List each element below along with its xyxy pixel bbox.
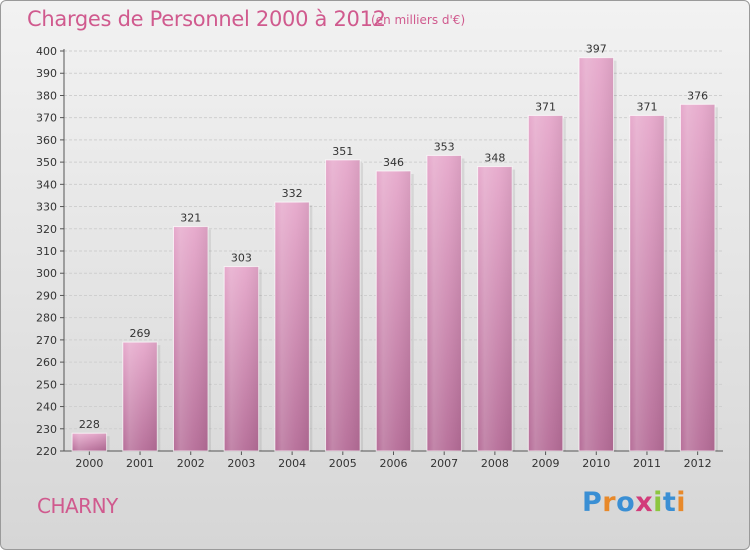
bar-layer xyxy=(71,57,718,452)
y-tick-label: 340 xyxy=(36,178,57,191)
y-tick-label: 390 xyxy=(36,67,57,80)
y-tick-label: 270 xyxy=(36,334,57,347)
value-label: 228 xyxy=(79,418,100,431)
y-tick-label: 260 xyxy=(36,356,57,369)
x-tick-label: 2002 xyxy=(177,457,205,470)
x-tick-label: 2001 xyxy=(126,457,154,470)
bar-shine xyxy=(274,202,310,451)
value-label: 371 xyxy=(636,100,657,113)
bar-shine xyxy=(629,115,665,451)
y-tick-label: 400 xyxy=(36,45,57,58)
bar-shine xyxy=(224,266,259,451)
value-label: 332 xyxy=(282,187,303,200)
x-tick-label: 2011 xyxy=(633,457,661,470)
bar-shine xyxy=(72,433,107,451)
value-label: 376 xyxy=(687,89,708,102)
x-tick-label: 2012 xyxy=(684,457,712,470)
y-tick-label: 330 xyxy=(36,201,57,214)
x-tick-label: 2006 xyxy=(380,457,408,470)
proxiti-logo: Proxiti xyxy=(582,487,686,518)
commune-name: CHARNY xyxy=(37,494,118,518)
value-label: 351 xyxy=(332,145,353,158)
bar-shine xyxy=(579,57,614,452)
value-label: 269 xyxy=(130,327,151,340)
bar-shine xyxy=(680,104,715,451)
logo-letter: o xyxy=(616,487,636,518)
y-tick-label: 290 xyxy=(36,289,57,302)
bar-shine xyxy=(122,342,158,451)
y-tick-label: 310 xyxy=(36,245,57,258)
x-tick-label: 2003 xyxy=(227,457,255,470)
logo-letter: t xyxy=(662,487,677,518)
bar-shine xyxy=(426,155,462,451)
bar-shine xyxy=(528,115,563,451)
label-layer: 228 2000 269 2001 321 2002 303 2003 332 2004 351 20… xyxy=(75,43,711,470)
x-tick-label: 2007 xyxy=(430,457,458,470)
bar-shine xyxy=(477,166,513,452)
y-tick-label: 220 xyxy=(36,445,57,458)
bar-shine xyxy=(173,226,208,451)
y-tick-label: 380 xyxy=(36,89,57,102)
logo-letter: P xyxy=(582,487,603,518)
logo-letter: i xyxy=(676,487,687,518)
x-tick-label: 2009 xyxy=(532,457,560,470)
value-label: 321 xyxy=(180,212,201,225)
y-tick-label: 300 xyxy=(36,267,57,280)
logo-letter: i xyxy=(653,487,663,518)
x-tick-label: 2010 xyxy=(582,457,610,470)
y-tick-label: 350 xyxy=(36,156,57,169)
y-tick-label: 230 xyxy=(36,423,57,436)
unit-label: (en milliers d'€) xyxy=(371,13,466,27)
value-label: 348 xyxy=(484,152,505,165)
x-tick-label: 2005 xyxy=(329,457,357,470)
bar-shine xyxy=(376,171,411,451)
chart-title: Charges de Personnel 2000 à 2012 xyxy=(27,7,386,31)
logo-letter: r xyxy=(602,487,617,518)
y-tick-label: 360 xyxy=(36,134,57,147)
axis-layer: 220 230 240 250 260 270 280 290 300 310 320 330 340 3… xyxy=(36,45,723,458)
value-label: 353 xyxy=(434,140,455,153)
x-tick-label: 2004 xyxy=(278,457,306,470)
y-tick-label: 280 xyxy=(36,312,57,325)
logo-letter: x xyxy=(635,487,654,518)
y-tick-label: 320 xyxy=(36,223,57,236)
value-label: 303 xyxy=(231,252,252,265)
bar-shine xyxy=(325,159,361,451)
value-label: 371 xyxy=(535,100,556,113)
value-label: 397 xyxy=(586,43,607,56)
value-label: 346 xyxy=(383,156,404,169)
x-tick-label: 2000 xyxy=(75,457,103,470)
y-tick-label: 250 xyxy=(36,378,57,391)
x-tick-label: 2008 xyxy=(481,457,509,470)
y-tick-label: 370 xyxy=(36,112,57,125)
y-tick-label: 240 xyxy=(36,401,57,414)
